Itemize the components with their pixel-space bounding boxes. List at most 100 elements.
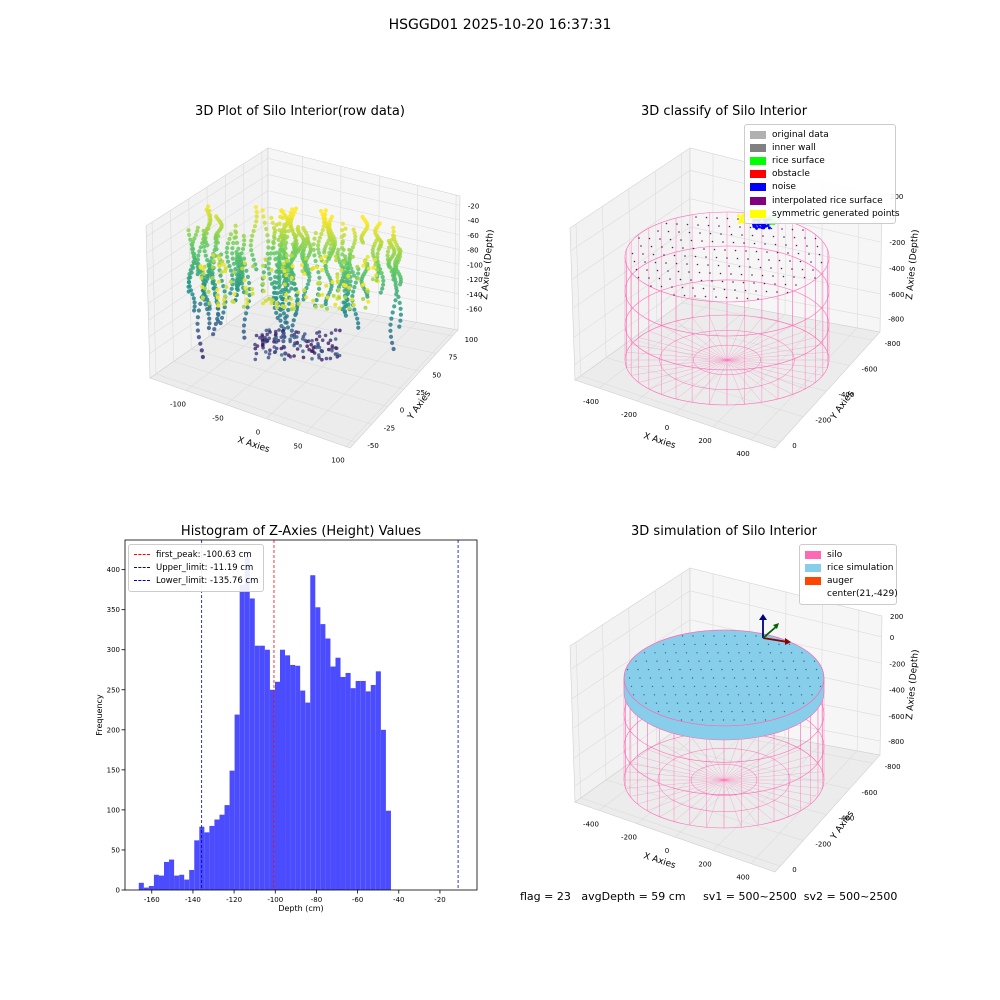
p1-point: [201, 228, 206, 233]
p1-point: [211, 286, 216, 291]
p2-interpolated-point: [787, 252, 789, 254]
ztick-label: -600: [889, 713, 905, 721]
p1-point: [273, 333, 278, 337]
p2-silo-spoke: [726, 330, 806, 361]
p1-point: [343, 226, 348, 231]
p1-point: [379, 239, 384, 245]
p1-point: [282, 233, 287, 238]
histogram-bar: [179, 874, 185, 890]
p2-interpolated-point: [795, 284, 797, 286]
p1-point: [373, 257, 377, 262]
p2-interpolated-point: [791, 268, 793, 270]
legend-label: rice simulation: [827, 562, 894, 573]
p2-interpolated-point: [816, 245, 819, 248]
p2-interpolated-point: [781, 228, 783, 230]
p2-silo-ring: [624, 245, 830, 337]
p1-point: [389, 316, 394, 321]
p1-point: [279, 335, 284, 340]
grid-z-left: [570, 590, 691, 670]
p2-interpolated-point: [690, 279, 692, 281]
p1-point: [321, 216, 326, 221]
p1-point: [274, 296, 279, 301]
p1-point: [342, 233, 347, 238]
legend-entry: first_peak: -100.63 cm: [134, 548, 258, 561]
p1-point: [335, 275, 340, 280]
ztick-label: -80: [467, 247, 478, 255]
p4-rice-mesh-point: [681, 677, 683, 679]
p1-point: [316, 270, 321, 275]
p4-rice-mesh-point: [783, 710, 786, 713]
p1-point: [376, 247, 381, 252]
p1-point: [264, 226, 269, 232]
p4-silo-spoke: [689, 734, 725, 781]
p4-rice-mesh-point: [760, 702, 763, 704]
p1-point: [236, 281, 241, 286]
p1-point: [388, 328, 393, 333]
p1-point: [261, 289, 266, 294]
p2-interpolated-point: [745, 250, 747, 252]
p1-point: [277, 276, 282, 281]
p1-point: [198, 301, 203, 306]
p2-interpolated-point: [749, 226, 752, 229]
histogram-bar: [385, 810, 391, 890]
p1-point: [196, 253, 201, 258]
p1-point: [319, 231, 324, 236]
p1-point: [290, 228, 295, 233]
p1-point: [339, 268, 344, 273]
p4-rice-mesh-point: [746, 685, 748, 688]
p4-rice-mesh-point: [678, 710, 681, 713]
p1-point: [390, 267, 396, 272]
p1-point: [346, 266, 351, 271]
p4-rice-mesh-point: [692, 635, 694, 637]
p1-point: [242, 278, 247, 283]
p2-silo-spoke: [709, 359, 728, 405]
p4-rice-mesh-point: [714, 685, 717, 688]
p2-interpolated-point: [633, 260, 636, 263]
p4-rice-mesh-point: [771, 702, 773, 704]
y-tick-label: 350: [107, 606, 120, 614]
p4-rice-mesh-point: [664, 694, 666, 696]
legend-swatch: [750, 209, 766, 218]
p1-point: [198, 269, 203, 275]
p1-point: [266, 261, 271, 266]
histogram-bar: [244, 556, 250, 890]
p1-point: [295, 249, 301, 254]
grid-x-floor: [598, 300, 713, 389]
p4-rice-mesh-point: [676, 702, 679, 704]
p4-rice-mesh-point: [637, 668, 639, 671]
p1-point: [282, 335, 287, 339]
p1-point: [253, 357, 258, 362]
p2-interpolated-point: [707, 264, 709, 266]
p1-point: [321, 220, 327, 225]
histogram-bar: [360, 680, 366, 890]
histogram-bar: [355, 680, 361, 890]
p4-rice-mesh-point: [681, 635, 684, 637]
p1-point: [352, 231, 357, 236]
p2-interpolated-point: [802, 229, 804, 231]
p3-plot-frame: [124, 539, 478, 891]
legend-entry: Lower_limit: -135.76 cm: [134, 574, 258, 587]
legend-swatch: [750, 196, 766, 205]
p1-point: [317, 235, 322, 240]
xtick-label: 400: [736, 874, 749, 882]
p2-interpolated-point: [747, 258, 749, 260]
p1-point: [319, 208, 324, 214]
p1-point: [338, 328, 342, 333]
p1-point: [340, 252, 345, 257]
p1-point: [328, 356, 333, 361]
p2-interpolated-point: [658, 277, 661, 280]
p2-interpolated-point: [673, 254, 676, 257]
p1-point: [279, 353, 284, 357]
grid-z-left: [148, 255, 269, 338]
p2-interpolated-point: [690, 239, 693, 242]
p2-interpolated-point: [673, 294, 675, 296]
p2-interpolated-point: [770, 267, 772, 269]
p1-point: [187, 284, 192, 289]
p1-point: [254, 214, 259, 219]
p1-point: [304, 256, 308, 261]
histogram-bar: [209, 825, 215, 890]
grid-y-left: [602, 206, 607, 358]
p2-interpolated-point: [717, 264, 720, 267]
histogram-bar: [285, 655, 291, 890]
p4-silo-spoke: [723, 779, 775, 822]
